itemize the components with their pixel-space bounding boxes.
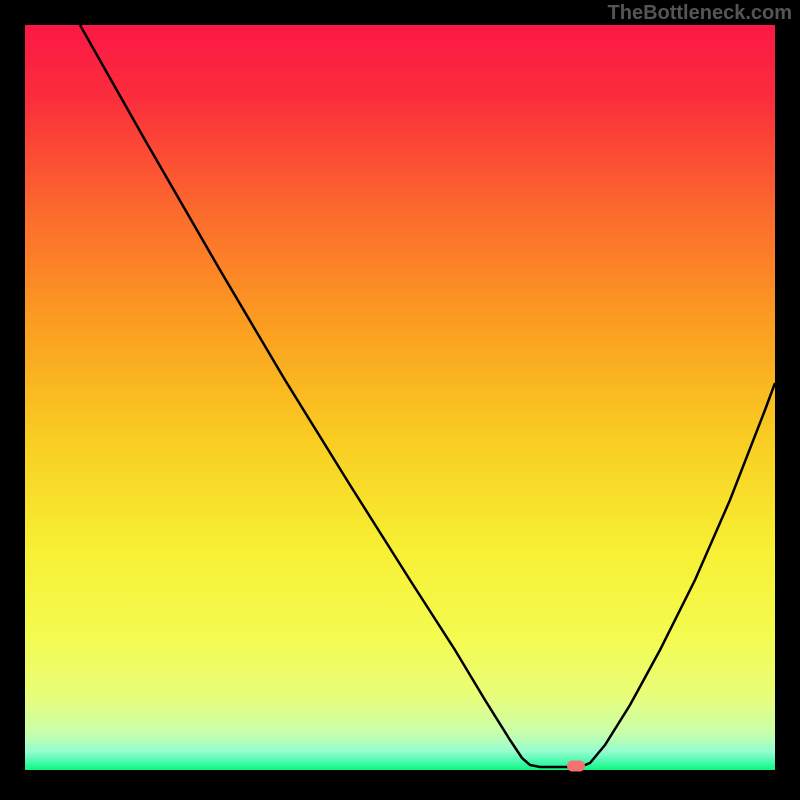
- watermark-text: TheBottleneck.com: [608, 2, 792, 25]
- curve-line: [25, 25, 775, 770]
- minimum-marker: [567, 760, 585, 771]
- plot-area: [25, 25, 775, 770]
